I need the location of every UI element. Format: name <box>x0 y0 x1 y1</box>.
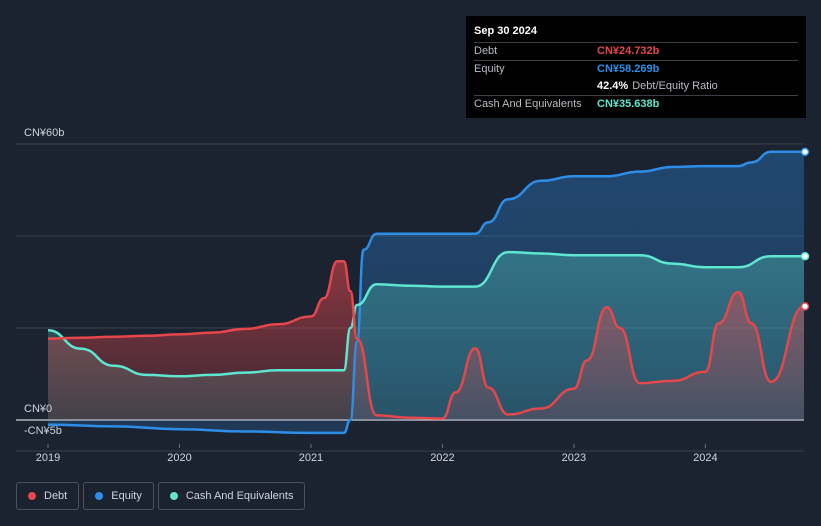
chart-areas <box>48 151 804 433</box>
legend-item-equity[interactable]: Equity <box>83 482 154 510</box>
tooltip-equity-value: CN¥58.269b <box>597 63 660 75</box>
tooltip-debt-label: Debt <box>474 45 498 57</box>
area-debt <box>48 261 804 420</box>
y-tick-label: -CN¥5b <box>24 425 62 437</box>
data-tooltip: Sep 30 2024 Debt CN¥24.732b Equity CN¥58… <box>466 16 806 118</box>
tooltip-equity-label: Equity <box>474 63 505 75</box>
line-debt <box>47 260 805 420</box>
legend-label-cash: Cash And Equivalents <box>185 490 294 502</box>
endpoint-equity <box>800 147 810 157</box>
tooltip-row-ratio: 42.4% Debt/Equity Ratio <box>474 78 798 95</box>
tooltip-row-debt: Debt CN¥24.732b <box>474 42 798 60</box>
tooltip-date: Sep 30 2024 <box>474 25 537 37</box>
chart-lines <box>47 150 805 435</box>
line-cash <box>47 250 804 378</box>
legend-item-debt[interactable]: Debt <box>16 482 80 510</box>
legend-item-cash[interactable]: Cash And Equivalents <box>157 482 306 510</box>
chart-legend: Debt Equity Cash And Equivalents <box>16 482 306 510</box>
x-tick-label: 2019 <box>36 452 60 464</box>
tooltip-ratio-value: 42.4% <box>597 80 629 92</box>
tooltip-cash-value: CN¥35.638b <box>597 98 660 110</box>
x-axis-labels: 2019 2020 2021 2022 2023 2024 <box>36 444 718 464</box>
legend-label-equity: Equity <box>111 490 142 502</box>
legend-dot-cash <box>169 492 178 500</box>
y-tick-label: CN¥60b <box>24 127 64 139</box>
tooltip-cash-label: Cash And Equivalents <box>474 98 582 110</box>
y-tick-label: CN¥0 <box>24 403 52 415</box>
endpoint-cash <box>800 251 810 261</box>
endpoint-debt <box>800 302 810 311</box>
series-endpoints <box>800 147 810 311</box>
line-equity <box>47 150 804 435</box>
legend-label-debt: Debt <box>44 490 68 502</box>
tooltip-debt-value: CN¥24.732b <box>597 45 660 57</box>
x-tick-label: 2020 <box>167 452 191 464</box>
x-tick-label: 2021 <box>299 452 323 464</box>
legend-dot-debt <box>28 492 36 500</box>
tooltip-ratio-label: Debt/Equity Ratio <box>632 80 718 92</box>
y-axis-labels: CN¥60b CN¥0 -CN¥5b <box>24 127 64 437</box>
x-tick-label: 2022 <box>430 452 454 464</box>
tooltip-row-cash: Cash And Equivalents CN¥35.638b <box>474 95 798 113</box>
x-tick-label: 2023 <box>562 452 586 464</box>
legend-dot-equity <box>95 492 104 500</box>
tooltip-row-equity: Equity CN¥58.269b <box>474 60 798 78</box>
x-tick-label: 2024 <box>693 452 717 464</box>
